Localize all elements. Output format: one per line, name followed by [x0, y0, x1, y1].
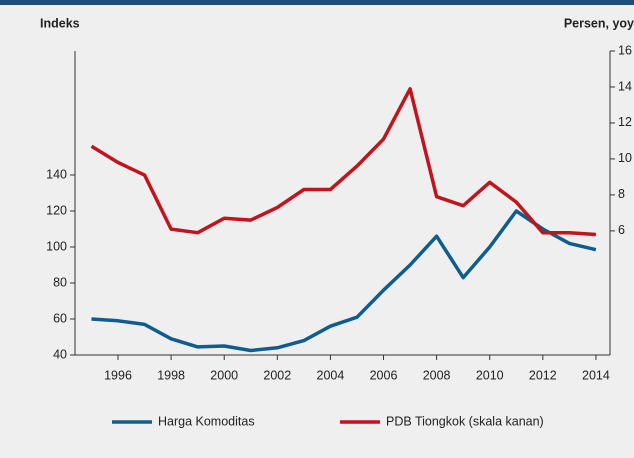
x-tick-label: 2006 [370, 368, 398, 382]
x-tick-label: 1996 [104, 368, 132, 382]
y2-tick-label: 8 [618, 187, 625, 201]
x-tick-label: 2012 [529, 368, 557, 382]
y-tick-label: 60 [53, 311, 67, 325]
x-tick-label: 2000 [210, 368, 238, 382]
legend-label: Harga Komoditas [158, 414, 255, 428]
y-tick-label: 80 [53, 275, 67, 289]
y2-tick-label: 16 [618, 43, 632, 57]
x-tick-label: 2014 [582, 368, 610, 382]
x-tick-label: 2002 [263, 368, 291, 382]
series-line [91, 209, 597, 353]
y2-tick-label: 14 [618, 79, 632, 93]
y2-tick-label: 6 [618, 223, 625, 237]
series-line [90, 87, 597, 237]
y-tick-label: 40 [53, 347, 67, 361]
x-tick-label: 2008 [423, 368, 451, 382]
left-axis-label: Indeks [40, 16, 80, 30]
y2-tick-label: 10 [618, 151, 632, 165]
y-tick-label: 100 [46, 239, 67, 253]
y-tick-label: 120 [46, 203, 67, 217]
right-axis-label: Persen, yoy [564, 16, 634, 30]
x-tick-label: 1998 [157, 368, 185, 382]
top-bar [0, 0, 634, 5]
y2-tick-label: 12 [618, 115, 632, 129]
legend-label: PDB Tiongkok (skala kanan) [386, 414, 544, 428]
y-tick-label: 140 [46, 167, 67, 181]
x-tick-label: 2004 [317, 368, 345, 382]
x-tick-label: 2010 [476, 368, 504, 382]
